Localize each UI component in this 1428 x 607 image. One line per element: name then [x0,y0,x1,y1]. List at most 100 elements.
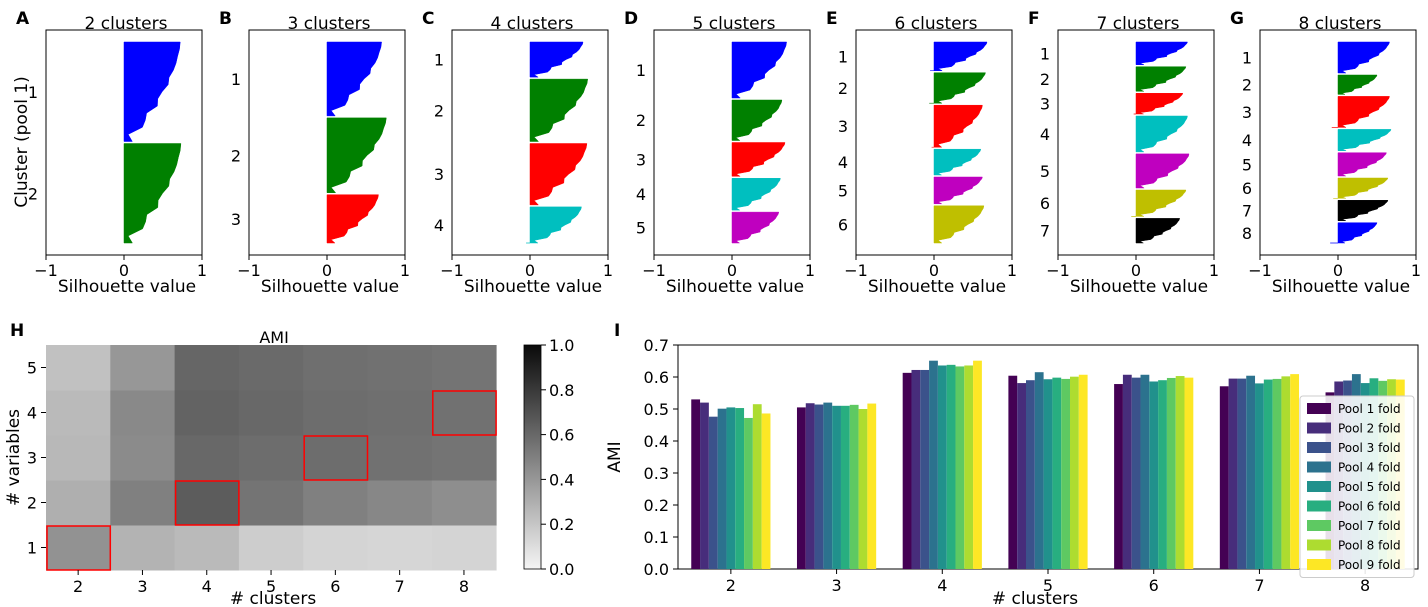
heatmap-cell [238,345,304,391]
x-tick-label: 0 [1333,261,1343,280]
bar [867,403,877,569]
bar [929,360,938,569]
silhouette-cluster-5 [731,211,780,244]
colorbar-tick-label: 0.6 [549,426,574,445]
cluster-label: 3 [838,117,848,136]
bar [1228,378,1238,569]
bar [744,417,753,569]
colorbar-tick-label: 1.0 [549,336,574,355]
bar [849,404,859,569]
cluster-label: 2 [838,79,848,98]
silhouette-cluster-1 [326,41,382,117]
ami-bar-chart: I 2 3 4 5 6 7 8 0.0 0.1 0.2 0.3 0.4 0.5 0.6 0.7 # cluste… [605,321,1419,607]
bar [955,366,965,569]
cluster-label: 6 [1040,194,1050,213]
bar [823,402,833,569]
cluster-label: 2 [636,111,646,130]
cluster-label: 4 [1242,131,1252,150]
cluster-label: 3 [231,210,241,229]
silhouette-cluster-3 [1331,96,1390,128]
heatmap-cell [303,390,368,436]
y-tick-label: 1 [27,539,37,558]
legend-swatch [1307,422,1331,434]
panel-letter: C [422,9,434,29]
bar [1052,377,1062,569]
y-tick-label: 0.3 [644,464,669,483]
heatmap-cell [367,480,433,526]
panel-title: 4 clusters [491,14,574,34]
silhouette-cluster-1 [1135,41,1188,65]
x-tick-label: −1 [642,261,666,280]
x-tick-label: 1 [603,261,613,280]
highlight-box [174,480,240,526]
silhouette-cluster-1 [1337,41,1390,74]
y-tick-label: 0.7 [644,336,669,355]
heatmap-cell [46,345,111,391]
bar [1166,377,1176,569]
bar [1237,378,1247,569]
x-tick-label: 1 [197,261,207,280]
silhouette-cluster-3 [931,104,983,148]
legend-label: Pool 9 fold [1338,558,1401,572]
cluster-label: 8 [1242,224,1252,243]
silhouette-cluster-1 [529,41,584,78]
silhouette-cluster-6 [1131,189,1187,217]
silhouette-cluster-1 [731,41,787,99]
silhouette-cluster-8 [1330,222,1378,244]
heatmap-cell [303,435,368,481]
heatmap-cell [367,390,433,436]
bar [937,365,947,569]
heatmap-cell [367,345,433,391]
heatmap-title: AMI [259,328,288,347]
heatmap-cell [431,525,497,571]
heatmap-cell [110,480,176,526]
bar [832,405,841,569]
x-tick-label: −1 [440,261,464,280]
bar [735,408,745,569]
x-tick-label: 0 [929,261,939,280]
cluster-label: 2 [1242,76,1252,95]
panel-letter: A [16,9,30,29]
x-tick-label: 8 [1360,576,1370,595]
cluster-label: 2 [1040,70,1050,89]
bar [946,364,956,569]
legend-swatch [1307,461,1331,473]
cluster-label: 5 [636,219,646,238]
y-tick-label: 0.6 [644,368,669,387]
silhouette-cluster-5 [933,176,983,205]
legend [1299,395,1415,578]
legend-label: Pool 4 fold [1338,461,1401,475]
y-tick-label: 4 [27,404,37,423]
x-tick-label: 0 [119,261,129,280]
heatmap-cell [238,435,304,481]
cluster-label: 3 [434,165,444,184]
cluster-label: 6 [838,215,848,234]
colorbar-tick-label: 0.0 [549,560,574,579]
cluster-label: 1 [1040,44,1050,63]
cluster-label: 4 [636,185,646,204]
cluster-label: 5 [1040,162,1050,181]
heatmap-cell [174,345,240,391]
panel-letter: H [10,321,24,341]
highlight-box [432,390,497,436]
y-axis-label: # variables [4,409,24,506]
bar [691,399,701,569]
heatmap-cell [367,435,433,481]
heatmap-cell [174,435,240,481]
silhouette-cluster-1 [930,41,988,71]
heatmap-cell [46,435,111,481]
x-axis-label: # clusters [992,589,1078,607]
heatmap-cell [431,435,497,481]
silhouette-cluster-3 [731,142,786,177]
x-axis-label: Silhouette value [868,277,1006,297]
x-tick-label: 1 [1209,261,1219,280]
bar [840,405,850,569]
x-axis-label: Silhouette value [1272,277,1410,297]
y-tick-label: 3 [27,449,37,468]
heatmap-cell [303,525,368,571]
bar [1017,383,1026,569]
